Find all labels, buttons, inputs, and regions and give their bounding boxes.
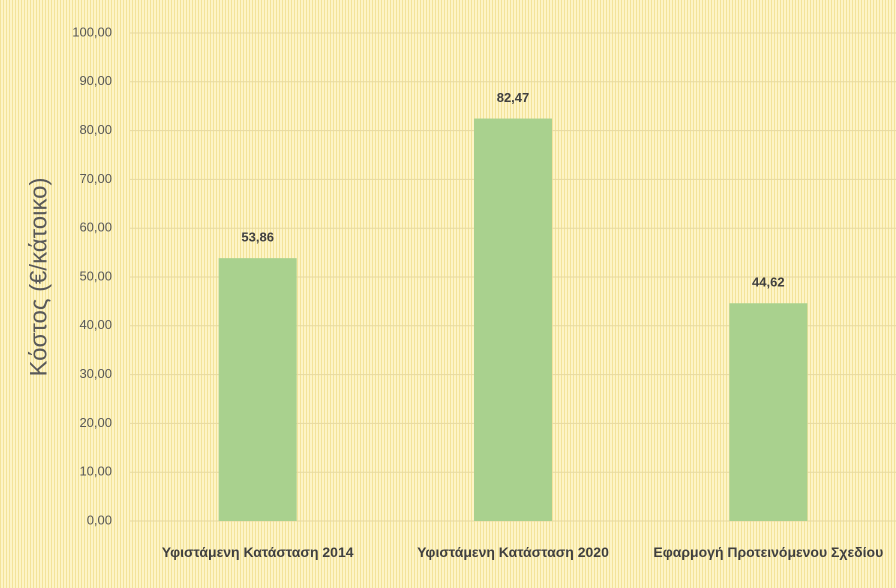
y-tick-label: 60,00 [79,220,112,235]
x-tick-label: Εφαρμογή Προτεινόμενου Σχεδίου [653,544,884,560]
bar [218,258,297,521]
y-tick-label: 70,00 [79,171,112,186]
y-tick-label: 40,00 [79,317,112,332]
bar [729,303,808,521]
y-tick-label: 80,00 [79,122,112,137]
y-tick-label: 30,00 [79,366,112,381]
y-axis-label: Κόστος (€/κάτοικο) [25,177,52,376]
y-tick-label: 100,00 [72,24,112,39]
data-label: 44,62 [752,275,785,290]
data-label: 82,47 [497,90,530,105]
y-tick-label: 20,00 [79,415,112,430]
x-tick-label: Υφιστάμενη Κατάσταση 2014 [161,544,354,560]
y-tick-label: 50,00 [79,268,112,283]
x-tick-label: Υφιστάμενη Κατάσταση 2020 [417,544,609,560]
y-tick-label: 90,00 [79,73,112,88]
bar [474,118,552,522]
y-tick-label: 10,00 [79,464,112,479]
data-label: 53,86 [241,230,274,245]
y-tick-label: 0,00 [87,512,112,527]
